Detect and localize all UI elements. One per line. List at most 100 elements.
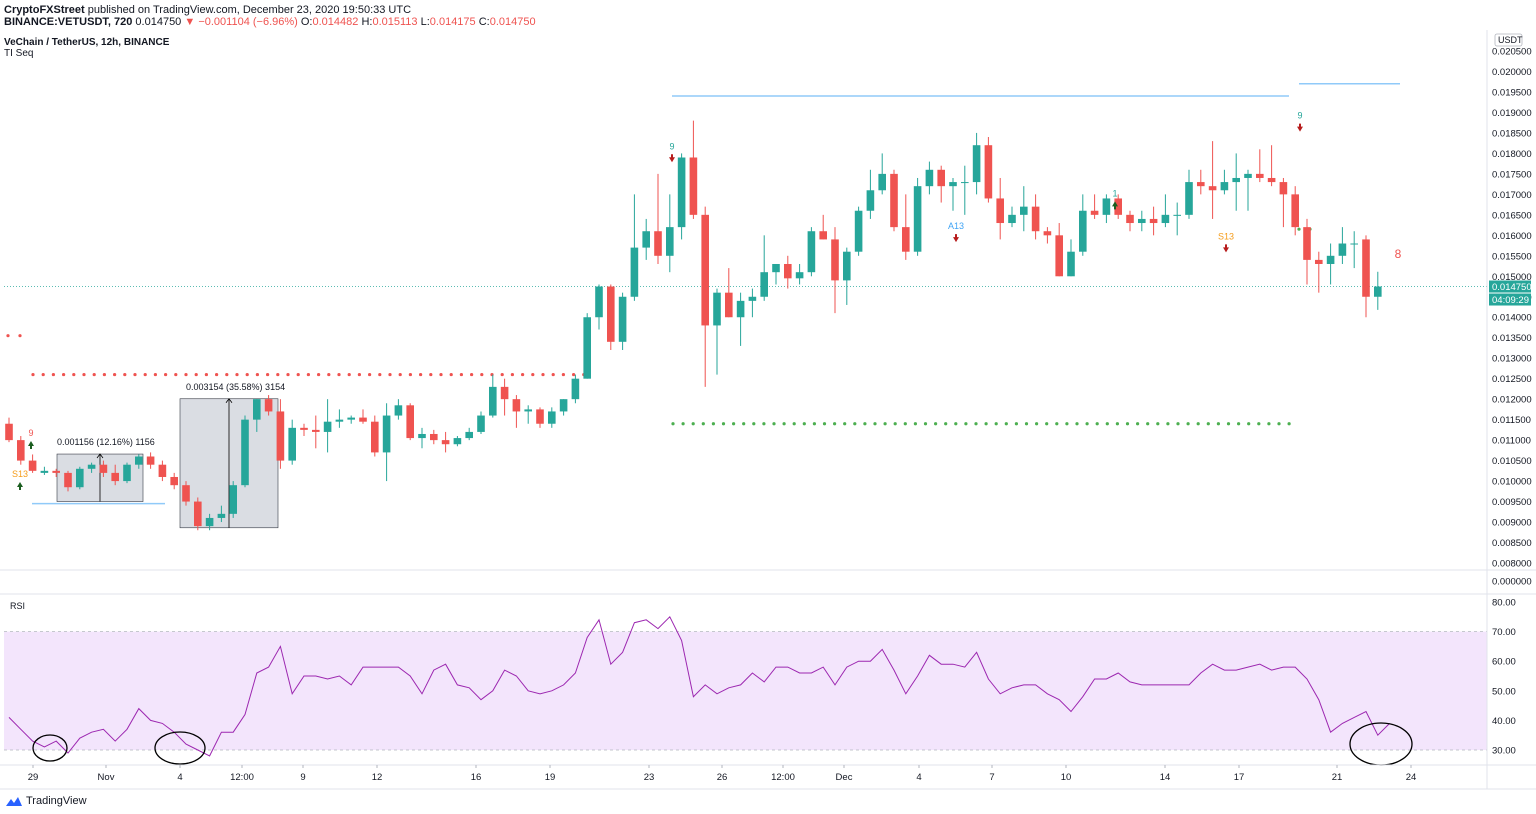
low-label: L: xyxy=(420,16,430,28)
candle-up xyxy=(1185,182,1193,215)
candle-down xyxy=(64,472,72,488)
time-label: 17 xyxy=(1234,772,1245,783)
brand-text: TradingView xyxy=(26,795,87,807)
candle-up xyxy=(1350,243,1358,245)
candle-down xyxy=(996,198,1004,224)
tradingview-brand[interactable]: TradingView xyxy=(6,795,87,807)
red-dot xyxy=(357,372,361,377)
candle-up xyxy=(925,169,934,187)
candle-up xyxy=(618,296,627,342)
green-dot xyxy=(863,422,867,426)
price-tick-label: 0.000000 xyxy=(1492,577,1532,588)
candle-down xyxy=(17,440,25,461)
green-dot xyxy=(954,422,958,426)
candle-down xyxy=(819,231,827,240)
price-tick-label: 0.012000 xyxy=(1492,395,1532,406)
green-dot xyxy=(1035,422,1039,426)
green-dot xyxy=(1014,422,1019,426)
price-tick-label: 0.010500 xyxy=(1492,456,1532,467)
rsi-pane[interactable]: RSI xyxy=(4,601,1487,766)
current-price-badge xyxy=(1489,280,1531,293)
red-dot xyxy=(82,372,86,377)
chart-legend-title[interactable]: VeChain / TetherUS, 12h, BINANCE xyxy=(4,37,170,48)
green-dot xyxy=(752,422,756,426)
price-pane[interactable]: 0.001156 (12.16%) 1156 0.003154 (35.58%) … xyxy=(4,83,1487,531)
green-dot xyxy=(1024,422,1029,426)
time-label: 4 xyxy=(916,772,921,783)
rsi-tick-label: 80.00 xyxy=(1492,598,1516,609)
candle-down xyxy=(1303,227,1311,260)
last-price: 0.014750 xyxy=(135,16,182,28)
red-dot xyxy=(500,372,504,377)
green-dot xyxy=(701,422,705,426)
candle-up xyxy=(713,292,721,326)
green-dot xyxy=(762,422,766,426)
price-tick-label: 0.011500 xyxy=(1492,415,1531,426)
green-dot xyxy=(792,422,796,426)
candle-down xyxy=(28,460,37,471)
green-dot xyxy=(923,422,928,426)
candle-up xyxy=(961,182,969,184)
candle-down xyxy=(312,429,320,432)
green-dot xyxy=(974,422,978,426)
published-text: published on TradingView.com, December 2… xyxy=(87,4,412,16)
candle-up xyxy=(1102,198,1111,215)
green-dot xyxy=(1257,422,1261,426)
candle-up xyxy=(878,173,886,191)
rsi-tick-label: 60.00 xyxy=(1492,657,1516,668)
candle-up xyxy=(748,296,757,301)
candle-down xyxy=(1315,259,1323,264)
countdown-badge xyxy=(1489,293,1531,306)
candle-up xyxy=(1008,214,1016,224)
red-dot xyxy=(429,372,433,377)
candle-up xyxy=(642,231,650,248)
candle-down xyxy=(52,470,60,473)
candle-up xyxy=(453,438,462,445)
red-dot xyxy=(327,372,331,377)
red-dot xyxy=(266,372,270,377)
candle-up xyxy=(736,300,745,318)
red-dot xyxy=(215,372,219,377)
indicator-legend[interactable]: TI Seq xyxy=(4,48,34,59)
time-label: 12:00 xyxy=(230,772,254,783)
candle-down xyxy=(1197,182,1205,187)
price-tick-label: 0.010000 xyxy=(1492,477,1532,488)
red-dot xyxy=(255,372,259,377)
price-tick-label: 0.016000 xyxy=(1492,231,1532,242)
red-dot xyxy=(6,334,10,338)
seq-label: 9 xyxy=(28,428,33,438)
green-dot xyxy=(964,422,968,426)
time-label: 12:00 xyxy=(771,772,795,783)
green-dot xyxy=(1267,422,1271,426)
candle-down xyxy=(5,423,13,441)
current-price-label: 0.014750 xyxy=(1492,282,1532,293)
time-label: 10 xyxy=(1061,772,1072,783)
red-dot xyxy=(143,372,147,377)
green-dot xyxy=(1055,422,1059,426)
green-dot xyxy=(802,422,806,426)
candle-down xyxy=(1256,173,1264,178)
candle-up xyxy=(335,419,344,422)
candle-down xyxy=(831,239,839,281)
candle-down xyxy=(984,145,993,199)
rsi-line xyxy=(8,615,1390,757)
seq-up-arrow xyxy=(17,481,23,490)
time-label: 7 xyxy=(989,772,994,783)
ohlc-header: BINANCE:VETUSDT, 720 0.014750 ▼ −0.00110… xyxy=(4,16,536,28)
green-dot xyxy=(944,422,948,426)
candle-up xyxy=(1138,218,1146,224)
seq-down-arrow xyxy=(1223,244,1229,253)
candle-down xyxy=(146,456,155,465)
price-tick-label: 0.015500 xyxy=(1492,251,1532,262)
candle-down xyxy=(1031,206,1040,232)
price-tick-label: 0.018500 xyxy=(1492,128,1532,139)
open-value: 0.014482 xyxy=(312,16,359,28)
candle-up xyxy=(418,433,426,439)
candle-down xyxy=(99,464,108,473)
currency-badge xyxy=(1494,33,1523,47)
candle-down xyxy=(1279,182,1288,195)
price-tick-label: 0.015000 xyxy=(1492,272,1532,283)
green-dot xyxy=(1196,422,1200,426)
red-dot xyxy=(245,372,249,377)
candle-up xyxy=(972,145,981,183)
